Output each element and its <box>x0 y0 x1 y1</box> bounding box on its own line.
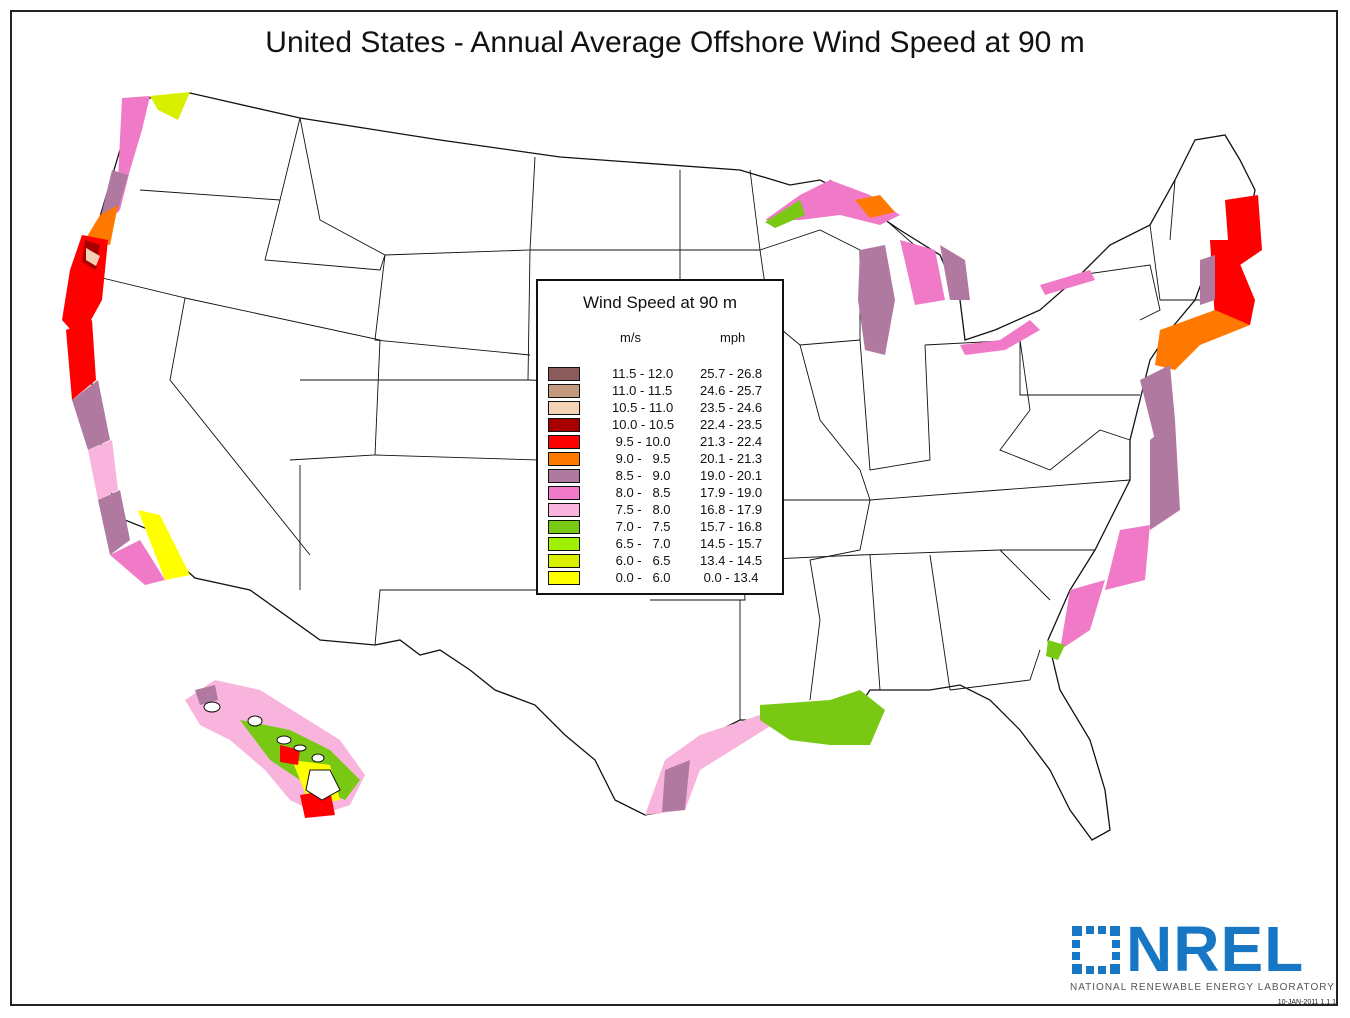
legend-swatch <box>548 486 580 500</box>
legend-mph-range: 0.0 - 13.4 <box>700 570 759 585</box>
legend-row: 6.5 - 7.0 14.5 - 15.7 <box>548 536 778 553</box>
legend-ms-range: 7.5 - 8.0 <box>612 502 671 517</box>
legend-ms-range: 9.0 - 9.5 <box>612 451 671 466</box>
legend-swatch <box>548 418 580 432</box>
legend-row: 8.0 - 8.5 17.9 - 19.0 <box>548 485 778 502</box>
nrel-logo: NREL NATIONAL RENEWABLE ENERGY LABORATOR… <box>1068 913 1334 1010</box>
legend-swatch <box>548 503 580 517</box>
legend-title: Wind Speed at 90 m <box>582 293 738 312</box>
legend-ms-range: 6.5 - 7.0 <box>612 536 671 551</box>
legend-row: 7.0 - 7.5 15.7 - 16.8 <box>548 519 778 536</box>
legend-ms-range: 7.0 - 7.5 <box>612 519 671 534</box>
legend-swatch <box>548 520 580 534</box>
date-stamp: 10-JAN-2011 1.1.1 <box>1277 999 1336 1006</box>
legend-row: 7.5 - 8.0 16.8 - 17.9 <box>548 502 778 519</box>
legend-swatch <box>548 537 580 551</box>
legend-ms-range: 0.0 - 6.0 <box>612 570 671 585</box>
legend-row: 6.0 - 6.5 13.4 - 14.5 <box>548 553 778 570</box>
legend-mph-range: 19.0 - 20.1 <box>700 468 763 483</box>
legend-ms-range: 6.0 - 6.5 <box>612 553 671 568</box>
legend-row: 0.0 - 6.0 0.0 - 13.4 <box>548 570 778 587</box>
legend-mph-range: 25.7 - 26.8 <box>700 366 763 381</box>
legend-mph-range: 15.7 - 16.8 <box>700 519 763 534</box>
legend-ms-range: 10.5 - 11.0 <box>612 400 674 415</box>
legend-row: 8.5 - 9.0 19.0 - 20.1 <box>548 468 778 485</box>
legend-row: 9.0 - 9.5 20.1 - 21.3 <box>548 451 778 468</box>
legend-ms-range: 11.5 - 12.0 <box>612 366 674 381</box>
legend-mph-range: 20.1 - 21.3 <box>700 451 763 466</box>
legend-mph-range: 16.8 - 17.9 <box>700 502 763 517</box>
legend-unit-ms: m/s <box>620 330 641 345</box>
nrel-emblem-icon <box>1072 926 1120 974</box>
legend-row: 9.5 - 10.0 21.3 - 22.4 <box>548 434 778 451</box>
legend-swatch <box>548 571 580 585</box>
legend-swatch <box>548 452 580 466</box>
legend-mph-range: 22.4 - 23.5 <box>700 417 763 432</box>
legend-swatch <box>548 435 580 449</box>
legend-unit-mph: mph <box>720 330 746 345</box>
legend-ms-range: 10.0 - 10.5 <box>612 417 675 432</box>
logo-subtitle: NATIONAL RENEWABLE ENERGY LABORATORY <box>1070 982 1335 993</box>
hawaii-islands <box>203 701 341 801</box>
legend-ms-range: 11.0 - 11.5 <box>612 383 673 398</box>
legend-row: 11.0 - 11.5 24.6 - 25.7 <box>548 383 778 400</box>
legend-mph-range: 24.6 - 25.7 <box>700 383 763 398</box>
legend-swatch <box>548 469 580 483</box>
legend-swatch <box>548 401 580 415</box>
legend-mph-range: 13.4 - 14.5 <box>700 553 763 568</box>
legend-ms-range: 8.5 - 9.0 <box>612 468 671 483</box>
legend-row: 11.5 - 12.0 25.7 - 26.8 <box>548 366 778 383</box>
legend-ms-range: 8.0 - 8.5 <box>612 485 671 500</box>
legend-ms-range: 9.5 - 10.0 <box>612 434 671 449</box>
legend-swatch <box>548 554 580 568</box>
legend: Wind Speed at 90 m m/s mph 11.5 - 12.0 25… <box>536 279 784 595</box>
legend-row: 10.5 - 11.0 23.5 - 24.6 <box>548 400 778 417</box>
map-title: United States - Annual Average Offshore … <box>265 26 1085 59</box>
legend-mph-range: 17.9 - 19.0 <box>700 485 763 500</box>
logo-wordmark: NREL <box>1126 913 1305 985</box>
legend-mph-range: 21.3 - 22.4 <box>700 434 763 449</box>
legend-mph-range: 14.5 - 15.7 <box>700 536 763 551</box>
legend-mph-range: 23.5 - 24.6 <box>700 400 763 415</box>
legend-swatch <box>548 384 580 398</box>
legend-swatch <box>548 367 580 381</box>
legend-row: 10.0 - 10.5 22.4 - 23.5 <box>548 417 778 434</box>
